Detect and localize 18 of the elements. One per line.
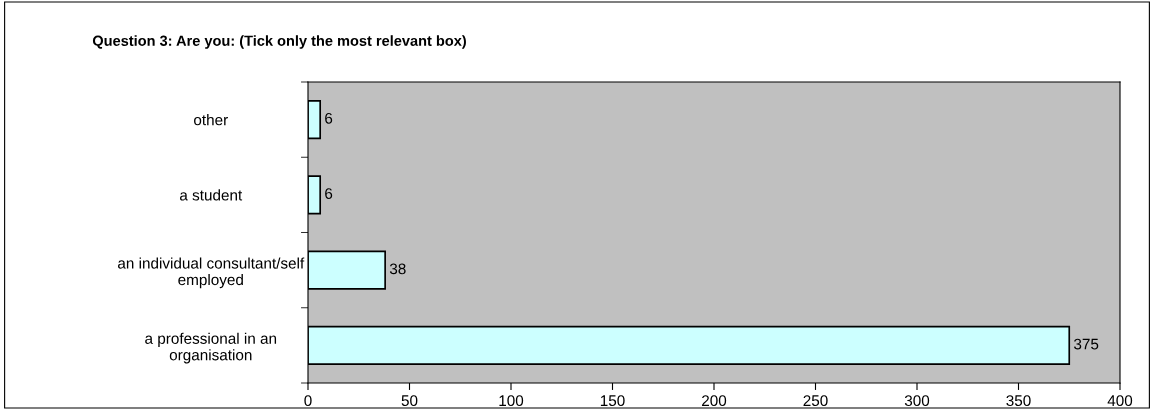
x-tick-label: 250	[803, 395, 828, 407]
data-label: 6	[325, 112, 333, 124]
x-tick-label: 100	[499, 395, 524, 407]
y-tick-label: an individual consultant/self employed	[118, 257, 305, 289]
data-label: 38	[389, 263, 406, 275]
x-tick-label: 150	[600, 395, 625, 407]
x-tick-label: 400	[1107, 395, 1133, 407]
data-label: 6	[325, 188, 333, 199]
x-tick-label: 200	[702, 395, 727, 407]
x-tick-label: 0	[304, 395, 312, 407]
y-tick-label: other	[194, 114, 228, 126]
x-tick-label: 350	[1006, 395, 1031, 407]
y-tick-label: a student	[180, 189, 243, 201]
y-tick-label: a professional in an organisation	[145, 332, 277, 364]
x-tick-label: 300	[904, 395, 930, 407]
x-tick-label: 50	[401, 395, 418, 407]
chart-title: Question 3: Are you: (Tick only the most relevant box)	[92, 35, 466, 49]
data-label: 375	[1074, 338, 1099, 350]
